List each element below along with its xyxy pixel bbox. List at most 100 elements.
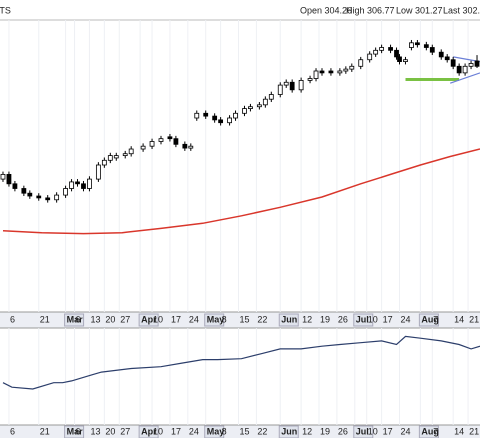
month-box (353, 313, 374, 327)
x-tick-label: Jul (356, 314, 369, 324)
x-tick-label: May (207, 314, 225, 324)
candle-body (182, 143, 188, 149)
candle-body (289, 81, 295, 91)
x-tick-label: Aug (421, 314, 439, 324)
candle-body (128, 148, 134, 155)
month-box (418, 425, 439, 438)
x-tick-label: 10 (368, 314, 378, 324)
x-tick-label: Apr (141, 426, 157, 436)
trend-line (450, 72, 480, 84)
candle-body (474, 60, 480, 67)
x-tick-label: 21 (469, 426, 479, 436)
candle-body (45, 197, 51, 201)
candle-body (158, 138, 164, 142)
x-tick-label: 6 (10, 426, 15, 436)
x-tick-label: Apr (141, 314, 157, 324)
indicator-line (2, 335, 480, 390)
candle-body (349, 65, 355, 70)
candle-body (403, 59, 408, 63)
x-tick-label: 21 (40, 426, 50, 436)
candle-body (423, 44, 429, 48)
x-tick-label: 6 (10, 314, 15, 324)
candle-body (262, 98, 268, 106)
candle-body (167, 136, 173, 140)
x-tick-label: 27 (120, 426, 130, 436)
candle-body (122, 153, 128, 157)
candle-body (63, 188, 68, 196)
x-tick-label: 24 (401, 314, 411, 324)
month-box (64, 425, 85, 438)
x-tick-label: 14 (454, 314, 464, 324)
x-tick-label: 22 (257, 314, 267, 324)
x-tick-label: Mar (67, 314, 84, 324)
month-box (138, 313, 159, 327)
candle-body (462, 65, 468, 74)
candle-body (212, 115, 218, 121)
x-tick-label: 17 (171, 314, 181, 324)
x-tick-label: 12 (302, 314, 312, 324)
candle-body (283, 81, 289, 86)
candle-body (227, 117, 232, 124)
candle-body (388, 47, 393, 51)
candle-body (268, 94, 274, 100)
x-tick-label: 17 (171, 426, 181, 436)
candle-body (233, 112, 238, 119)
x-tick-label: 10 (368, 426, 378, 436)
x-tick-label: 12 (302, 426, 312, 436)
x-tick-label: 17 (383, 426, 393, 436)
candle-body (203, 112, 209, 117)
candle-body (394, 49, 399, 58)
candle-body (27, 192, 33, 197)
candle-body (0, 173, 6, 180)
candle-body (444, 56, 450, 61)
x-tick-label: Jun (281, 314, 297, 324)
x-tick-label: 26 (338, 314, 348, 324)
header-stat: Open 304.26 (300, 5, 352, 15)
x-tick-label: Jul (356, 426, 369, 436)
x-tick-label: 24 (189, 314, 199, 324)
x-tick-label: Jun (281, 426, 297, 436)
x-tick-label: 10 (153, 314, 163, 324)
x-tick-label: 26 (338, 426, 348, 436)
candle-body (81, 183, 86, 189)
candle-body (397, 56, 402, 63)
candle-body (367, 53, 373, 61)
month-box (353, 425, 374, 438)
header-stat: Low 301.27 (396, 5, 443, 15)
candle-body (173, 138, 179, 145)
candle-body (54, 194, 60, 201)
x-tick-label: 7 (433, 314, 438, 324)
candle-body (298, 80, 304, 91)
x-tick-label: 13 (90, 314, 100, 324)
candle-body (149, 141, 155, 147)
candle-body (358, 59, 364, 67)
candle-body (438, 51, 444, 58)
candle-body (69, 181, 74, 189)
candle-body (450, 59, 456, 67)
candle-body (95, 164, 101, 180)
month-box (64, 313, 85, 327)
header-stat: High 306.77 (346, 5, 395, 15)
candle-body (36, 195, 42, 199)
x-tick-label: 19 (320, 426, 330, 436)
candle-body (21, 188, 27, 194)
candle-body (337, 70, 343, 74)
x-tick-label: 21 (469, 314, 479, 324)
candle-body (414, 42, 420, 46)
x-tick-label: 20 (105, 426, 115, 436)
candle-body (188, 145, 194, 149)
month-box (204, 313, 225, 327)
candle-body (277, 84, 283, 95)
month-box (204, 425, 225, 438)
candle-body (313, 70, 319, 79)
candle-body (328, 70, 334, 74)
candle-body (6, 173, 12, 185)
month-box (138, 425, 159, 438)
x-tick-label: 7 (433, 426, 438, 436)
candle-body (113, 155, 119, 159)
candle-body (456, 65, 462, 74)
month-box (278, 425, 299, 438)
